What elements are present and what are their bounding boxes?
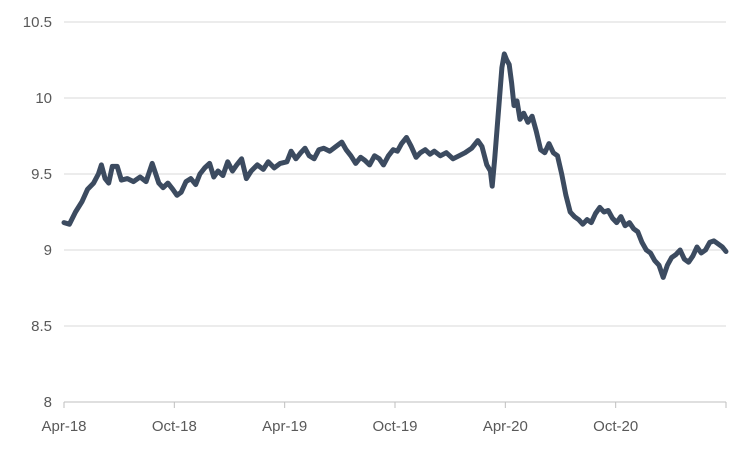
y-tick-label: 8.5 <box>31 318 52 335</box>
y-tick-label: 10 <box>35 90 52 107</box>
y-axis-tick-labels: 8 8.5 9 9.5 10 10.5 <box>23 14 52 411</box>
x-tick-label: Oct-19 <box>372 418 417 435</box>
x-tick-label: Apr-19 <box>262 418 307 435</box>
series-lines <box>61 51 729 280</box>
gridlines <box>64 21 726 327</box>
y-tick-label: 10.5 <box>23 14 52 31</box>
x-tick-label: Apr-20 <box>483 418 528 435</box>
x-tick-label: Apr-18 <box>41 418 86 435</box>
y-tick-label: 9.5 <box>31 166 52 183</box>
x-axis: Apr-18 Oct-18 Apr-19 Oct-19 Apr-20 Oct-20 <box>41 401 727 435</box>
x-tick-label: Oct-20 <box>593 418 638 435</box>
x-tick-label: Oct-18 <box>152 418 197 435</box>
series-line-0 <box>61 51 729 280</box>
y-tick-label: 8 <box>44 394 52 411</box>
y-tick-label: 9 <box>44 242 52 259</box>
